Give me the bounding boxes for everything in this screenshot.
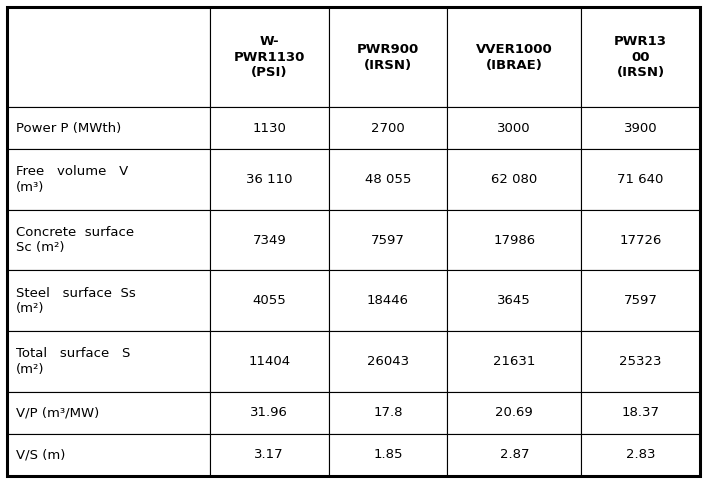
Bar — [210, 270, 329, 331]
Text: 26043: 26043 — [367, 355, 409, 368]
Text: PWR13
00
(IRSN): PWR13 00 (IRSN) — [614, 35, 667, 79]
Bar — [210, 210, 329, 270]
Text: 1.85: 1.85 — [373, 448, 403, 461]
Text: 17986: 17986 — [493, 234, 535, 247]
Text: 3645: 3645 — [498, 294, 531, 307]
Bar — [7, 149, 210, 210]
Text: 7349: 7349 — [252, 234, 286, 247]
Text: V/S (m): V/S (m) — [16, 448, 65, 461]
Bar — [210, 331, 329, 392]
Bar — [210, 434, 329, 476]
Text: 4055: 4055 — [252, 294, 286, 307]
Text: Power P (MWth): Power P (MWth) — [16, 122, 121, 135]
Text: Concrete  surface
Sc (m²): Concrete surface Sc (m²) — [16, 226, 134, 255]
Bar — [210, 7, 329, 107]
Bar — [581, 270, 700, 331]
Bar — [7, 331, 210, 392]
Text: 48 055: 48 055 — [365, 173, 411, 186]
Text: 1130: 1130 — [252, 122, 286, 135]
Bar — [329, 270, 448, 331]
Bar — [581, 107, 700, 149]
Bar — [581, 331, 700, 392]
Text: Free   volume   V
(m³): Free volume V (m³) — [16, 165, 128, 194]
Bar — [210, 149, 329, 210]
Bar — [329, 392, 448, 434]
Text: 31.96: 31.96 — [250, 406, 288, 419]
Text: 17726: 17726 — [619, 234, 662, 247]
Text: 2700: 2700 — [371, 122, 405, 135]
Text: 21631: 21631 — [493, 355, 535, 368]
Text: V/P (m³/MW): V/P (m³/MW) — [16, 406, 99, 419]
Bar — [7, 434, 210, 476]
Text: VVER1000
(IBRAE): VVER1000 (IBRAE) — [476, 43, 553, 71]
Bar — [581, 392, 700, 434]
Bar — [7, 7, 210, 107]
Text: 18.37: 18.37 — [621, 406, 660, 419]
Bar — [448, 270, 581, 331]
Bar — [7, 270, 210, 331]
Bar — [448, 7, 581, 107]
Bar — [448, 331, 581, 392]
Bar — [329, 210, 448, 270]
Text: 2.87: 2.87 — [500, 448, 529, 461]
Bar — [329, 434, 448, 476]
Bar — [448, 392, 581, 434]
Text: 71 640: 71 640 — [617, 173, 664, 186]
Text: 7597: 7597 — [371, 234, 405, 247]
Text: 3900: 3900 — [624, 122, 658, 135]
Text: 7597: 7597 — [624, 294, 658, 307]
Bar — [329, 107, 448, 149]
Bar — [7, 210, 210, 270]
Bar — [581, 210, 700, 270]
Text: 18446: 18446 — [367, 294, 409, 307]
Bar — [210, 107, 329, 149]
Bar — [329, 149, 448, 210]
Text: 25323: 25323 — [619, 355, 662, 368]
Text: 17.8: 17.8 — [373, 406, 403, 419]
Text: 11404: 11404 — [248, 355, 291, 368]
Bar — [448, 149, 581, 210]
Bar — [448, 434, 581, 476]
Text: 36 110: 36 110 — [246, 173, 293, 186]
Bar — [329, 331, 448, 392]
Bar — [210, 392, 329, 434]
Bar — [7, 392, 210, 434]
Text: W-
PWR1130
(PSI): W- PWR1130 (PSI) — [233, 35, 305, 79]
Bar — [581, 149, 700, 210]
Text: 3.17: 3.17 — [255, 448, 284, 461]
Bar — [448, 210, 581, 270]
Bar — [448, 107, 581, 149]
Bar — [581, 434, 700, 476]
Text: Total   surface   S
(m²): Total surface S (m²) — [16, 347, 130, 376]
Bar — [581, 7, 700, 107]
Text: 20.69: 20.69 — [496, 406, 533, 419]
Text: 2.83: 2.83 — [626, 448, 655, 461]
Text: PWR900
(IRSN): PWR900 (IRSN) — [357, 43, 419, 71]
Bar — [329, 7, 448, 107]
Text: Steel   surface  Ss
(m²): Steel surface Ss (m²) — [16, 286, 135, 315]
Text: 62 080: 62 080 — [491, 173, 537, 186]
Bar — [7, 107, 210, 149]
Text: 3000: 3000 — [498, 122, 531, 135]
